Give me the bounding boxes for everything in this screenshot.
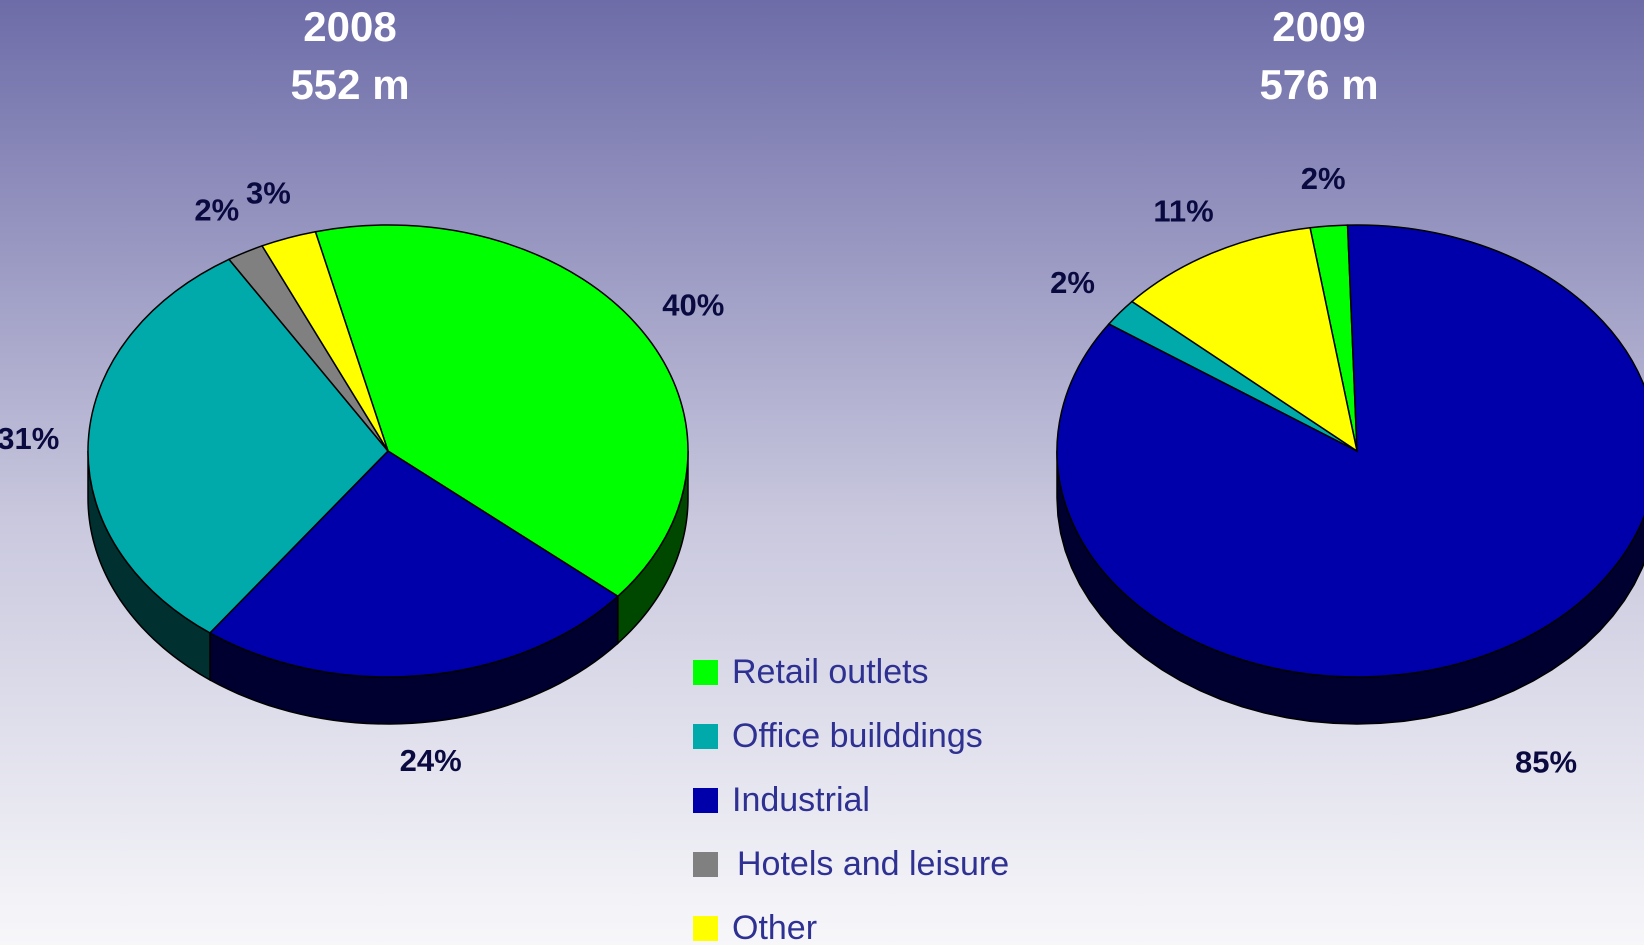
- chart-title: 2009: [1272, 3, 1365, 50]
- legend-swatch: [693, 916, 718, 941]
- value-label: 24%: [400, 743, 462, 778]
- chart-subtitle: 576 m: [1259, 61, 1378, 108]
- legend-label: Other: [732, 909, 817, 945]
- pie-slice: [261, 230, 389, 452]
- pie-slice: [1056, 224, 1644, 678]
- pie-slice: [314, 224, 689, 598]
- value-label: 85%: [1515, 745, 1577, 780]
- legend-label: Office builddings: [732, 717, 983, 755]
- value-label: 11%: [1153, 194, 1213, 229]
- pie-slice: [1130, 226, 1359, 453]
- value-label: 2%: [1050, 265, 1095, 300]
- value-label: 3%: [246, 175, 291, 210]
- pie-slice: [87, 258, 390, 634]
- legend-label: Retail outlets: [732, 653, 929, 691]
- value-label: 2%: [194, 193, 239, 228]
- legend-label: Industrial: [732, 781, 870, 819]
- chart-subtitle: 552 m: [290, 61, 409, 108]
- chart-title: 2008: [303, 3, 396, 50]
- legend-label: Hotels and leisure: [737, 845, 1009, 883]
- value-label: 2%: [1301, 161, 1346, 196]
- value-label: 40%: [662, 287, 724, 322]
- legend-swatch: [693, 724, 718, 749]
- value-label: 31%: [0, 421, 59, 456]
- legend-swatch: [693, 660, 718, 685]
- pie-slice: [208, 450, 620, 678]
- legend-swatch: [693, 852, 718, 877]
- legend-swatch: [693, 788, 718, 813]
